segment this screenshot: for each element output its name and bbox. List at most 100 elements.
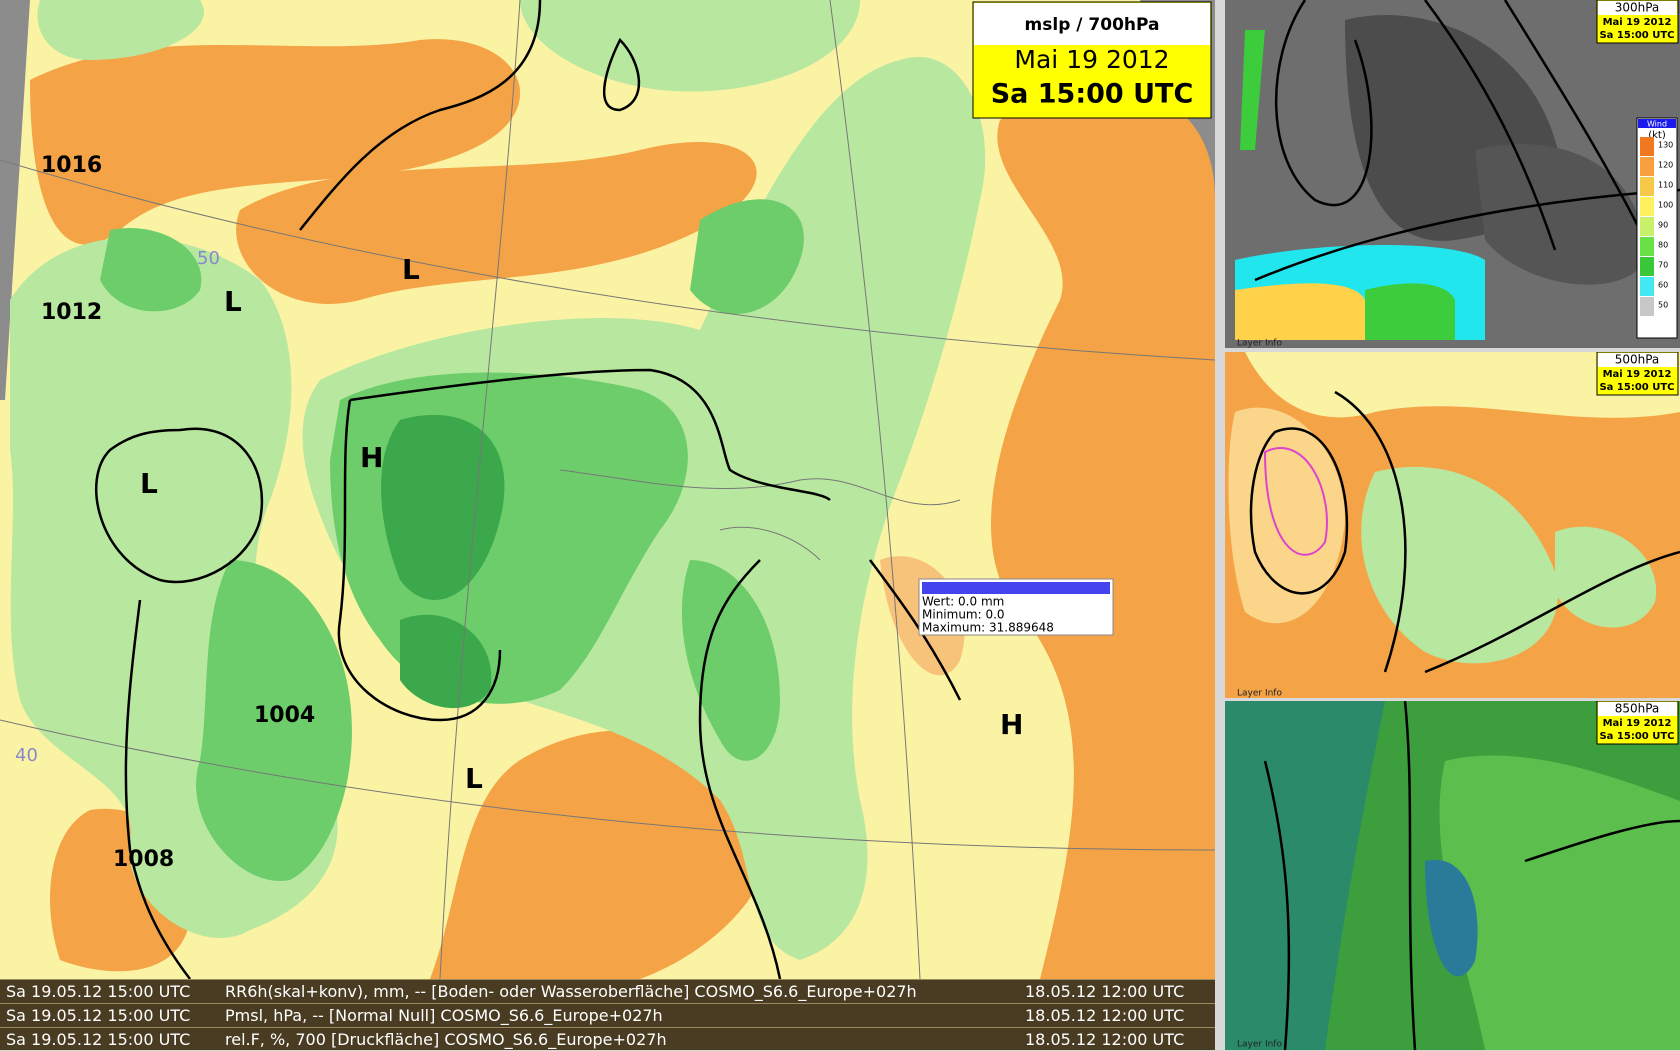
panel-850: 850hPa Mai 19 2012 Sa 15:00 UTC Layer In… — [1225, 701, 1680, 1050]
isobar-label: 1012 — [41, 300, 102, 325]
isobar — [602, 37, 641, 112]
legend-level: 120 — [1658, 161, 1673, 170]
status-cell: Pmsl, hPa, -- [Normal Null] COSMO_S6.6_E… — [225, 1006, 663, 1025]
status-bar: Sa 19.05.12 15:00 UTC RR6h(skal+konv), mm… — [0, 979, 1215, 1050]
isobar-label: 1016 — [41, 153, 102, 178]
high-marker: H — [360, 441, 383, 474]
legend-swatch — [1640, 217, 1654, 236]
isobar — [1424, 550, 1680, 674]
map-shape — [1425, 859, 1478, 977]
panel-500: 500hPa Mai 19 2012 Sa 15:00 UTC Layer In… — [1225, 352, 1680, 698]
border-line — [719, 526, 821, 561]
legend-swatch — [1640, 197, 1654, 216]
isobar — [1423, 0, 1557, 251]
isobar — [1334, 390, 1407, 673]
panel-level: 500hPa — [1615, 353, 1660, 367]
status-cell: rel.F, %, 700 [Druckfläche] COSMO_S6.6_E… — [225, 1030, 667, 1049]
isobar — [349, 368, 831, 502]
map-shape — [1475, 144, 1645, 285]
info-popup-color — [922, 582, 1110, 594]
date: Mai 19 2012 — [1014, 45, 1169, 74]
isobar — [299, 0, 542, 231]
panel-300: 300hPa Mai 19 2012 Sa 15:00 UTC Layer In… — [1225, 0, 1680, 348]
legend-level: 110 — [1658, 181, 1673, 190]
status-cell: Sa 19.05.12 15:00 UTC — [6, 1030, 191, 1049]
isobar — [1403, 701, 1417, 1050]
humidity-label: 40 — [15, 745, 38, 766]
map-shape — [1439, 755, 1680, 1050]
title-box-header — [974, 3, 1210, 45]
status-cell: 18.05.12 12:00 UTC — [1025, 1006, 1185, 1025]
title: mslp / 700hPa — [1025, 15, 1160, 35]
legend-level: 90 — [1658, 221, 1668, 230]
map-shape — [1598, 353, 1677, 367]
isobar — [1275, 0, 1373, 207]
map-shape — [1361, 466, 1558, 664]
status-cell: 18.05.12 12:00 UTC — [1025, 982, 1185, 1001]
legend-swatch — [1640, 157, 1654, 176]
projection-edge — [0, 0, 30, 400]
high-marker: H — [1000, 708, 1023, 741]
legend-swatch — [1640, 177, 1654, 196]
info-maximum: Maximum: 31.889648 — [922, 621, 1054, 635]
isobar — [124, 599, 191, 979]
panel-time: Sa 15:00 UTC — [1599, 731, 1674, 742]
map-shape — [990, 87, 1215, 979]
map-shape — [30, 39, 521, 245]
panel-level: 300hPa — [1615, 1, 1660, 15]
map-shape — [1263, 447, 1328, 556]
legend-level: 130 — [1658, 141, 1673, 150]
panel-date: Mai 19 2012 — [1603, 718, 1672, 729]
border-line — [559, 469, 961, 506]
map-shape — [1638, 119, 1676, 128]
layer-info: Layer Info — [1237, 689, 1282, 699]
legend-level: 100 — [1658, 201, 1673, 210]
main-map: 1016 1012 1008 1004 L L L H L H 50 40 ms… — [0, 0, 1215, 979]
status-row: Sa 19.05.12 15:00 UTC RR6h(skal+konv), mm… — [0, 979, 1215, 1003]
status-cell: RR6h(skal+konv), mm, -- [Boden- oder Was… — [225, 982, 917, 1001]
panel-time: Sa 15:00 UTC — [1599, 30, 1674, 41]
legend-swatch — [1640, 277, 1654, 296]
border-line — [0, 159, 1215, 361]
map-shape — [1245, 352, 1680, 418]
isobar — [95, 427, 264, 584]
wind-legend: Wind (kt) 130 120 110 100 90 80 70 60 50 — [1636, 117, 1678, 339]
panel-date: Mai 19 2012 — [1603, 369, 1672, 380]
legend-level: 50 — [1658, 301, 1668, 310]
isobar — [1503, 0, 1647, 241]
isobar-label: 1008 — [113, 847, 174, 872]
isobar — [1254, 188, 1680, 282]
isobar — [1249, 427, 1349, 595]
map-shape — [520, 0, 860, 92]
legend-swatch — [1640, 297, 1654, 316]
map-shape — [681, 560, 780, 761]
low-marker: L — [140, 467, 158, 500]
panel-time: Sa 15:00 UTC — [1599, 382, 1674, 393]
isobar — [1263, 760, 1291, 1050]
isobar — [868, 559, 962, 701]
low-marker: L — [402, 253, 420, 286]
layer-info: Layer Info — [1237, 339, 1282, 349]
status-cell: 18.05.12 12:00 UTC — [1025, 1030, 1185, 1049]
map-shape — [37, 0, 204, 60]
map-shape — [1598, 702, 1677, 716]
border-line — [829, 0, 921, 979]
map-shape — [236, 141, 757, 304]
status-cell: Sa 19.05.12 15:00 UTC — [6, 1006, 191, 1025]
layer-info: Layer Info — [1237, 1040, 1282, 1050]
info-value: Wert: 0.0 mm — [922, 595, 1004, 609]
isobar — [1524, 819, 1680, 863]
map-shape — [1555, 526, 1657, 628]
map-shape — [1598, 1, 1677, 15]
info-minimum: Minimum: 0.0 — [922, 608, 1005, 622]
status-row: Sa 19.05.12 15:00 UTC rel.F, %, 700 [Druc… — [0, 1027, 1215, 1051]
map-shape — [381, 414, 505, 600]
map-shape — [196, 560, 352, 881]
border-line — [0, 719, 1215, 851]
legend-swatch — [1640, 257, 1654, 276]
map-shape — [690, 199, 804, 314]
legend-level: 60 — [1658, 281, 1668, 290]
map-shape — [1365, 283, 1455, 340]
border-line — [439, 0, 521, 979]
